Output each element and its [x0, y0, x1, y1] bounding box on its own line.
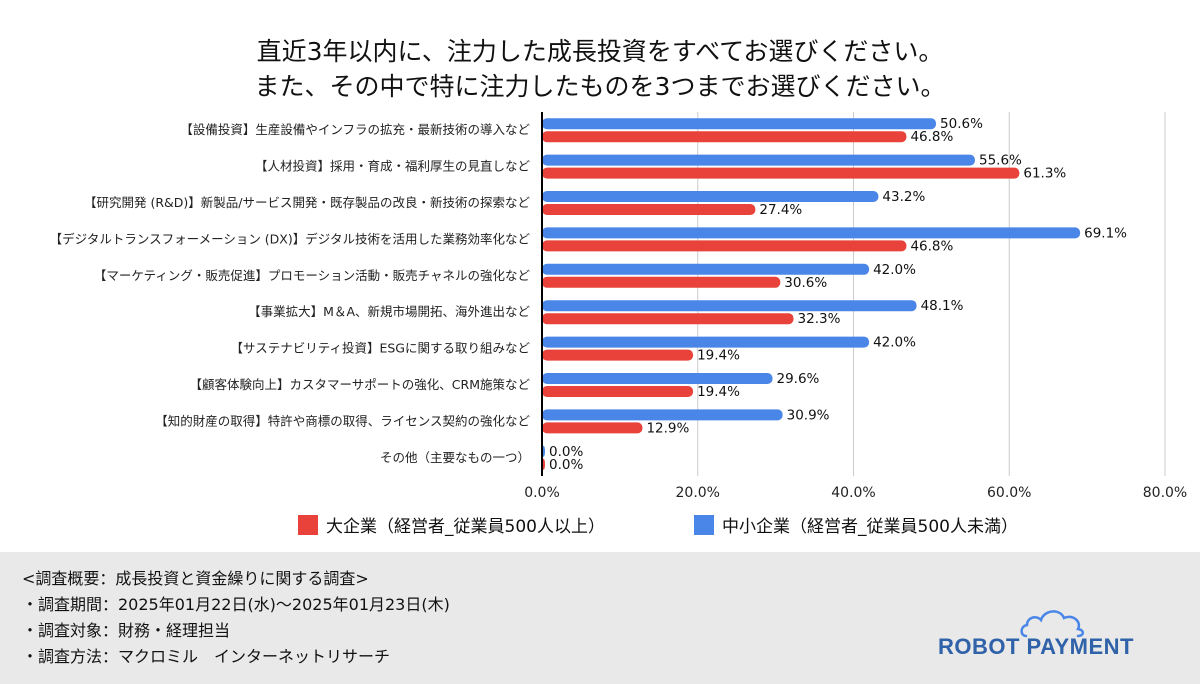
data-label: 55.6%	[979, 153, 1022, 169]
category-label: その他（主要なもの一つ）	[380, 450, 530, 465]
x-tick-label: 20.0%	[676, 485, 720, 501]
bar-large-company	[542, 422, 643, 434]
cloud-icon	[1020, 610, 1085, 638]
legend-swatch-small	[694, 514, 714, 535]
bar-large-company	[542, 276, 781, 288]
data-label: 0.0%	[549, 444, 583, 460]
bar-small-company	[542, 118, 937, 130]
data-label: 61.3%	[1023, 166, 1066, 182]
legend-label-large: 大企業（経営者_従業員500人以上）	[326, 517, 605, 537]
bar-chart: 0.0% 20.0% 40.0% 60.0% 80.0% 【設備投資】生産設備やインフラの…	[50, 112, 1187, 501]
x-tick-label: 80.0%	[1143, 485, 1187, 501]
title-line-1: 直近3年以内に、注力した成長投資をすべてお選びください。	[256, 37, 944, 66]
data-label: 46.8%	[910, 238, 953, 254]
category-label: 【設備投資】生産設備やインフラの拡充・最新技術の導入など	[180, 122, 530, 137]
data-label: 30.6%	[784, 275, 827, 291]
bar-small-company	[542, 191, 879, 202]
category-label: 【事業拡大】M＆A、新規市場開拓、海外進出など	[248, 304, 530, 319]
data-label: 27.4%	[759, 202, 802, 218]
legend-item-small: 中小企業（経営者_従業員500人未満）	[694, 512, 1018, 537]
data-label: 19.4%	[697, 348, 740, 364]
logo-text: ROBOT PAYMENT	[938, 634, 1134, 659]
category-label: 【人材投資】採用・育成・福利厚生の見直しなど	[255, 159, 531, 174]
survey-details: <調査概要：成長投資と資金繰りに関する調査> ・調査期間：2025年01月22日…	[22, 566, 450, 670]
data-label: 46.8%	[910, 129, 953, 145]
bar-small-company	[542, 336, 870, 348]
bar-large-company	[542, 167, 1020, 179]
x-tick-label: 0.0%	[524, 485, 560, 501]
data-label: 0.0%	[549, 457, 583, 473]
title-line-2: また、その中で特に注力したものを3つまでお選びください。	[254, 72, 946, 101]
data-label: 42.0%	[873, 262, 916, 278]
data-label: 19.4%	[697, 384, 740, 400]
bar-small-company	[542, 409, 783, 421]
data-label: 69.1%	[1084, 225, 1127, 241]
chart-title: 直近3年以内に、注力した成長投資をすべてお選びください。 また、その中で特に注力…	[0, 34, 1200, 104]
category-label: 【知的財産の取得】特許や商標の取得、ライセンス契約の強化など	[155, 413, 530, 428]
bar-small-company	[542, 300, 917, 312]
category-label: 【顧客体験向上】カスタマーサポートの強化、CRM施策など	[190, 377, 531, 392]
x-tick-label: 60.0%	[987, 485, 1031, 501]
bar-small-company	[542, 154, 975, 166]
x-tick-label: 40.0%	[831, 485, 875, 501]
category-label: 【サステナビリティ投資】ESGに関する取り組みなど	[230, 341, 530, 356]
survey-method: ・調査方法：マクロミル インターネットリサーチ	[22, 647, 391, 666]
bar-large-company	[542, 204, 756, 215]
survey-period: ・調査期間：2025年01月22日(水)〜2025年01月23日(木)	[22, 595, 450, 614]
data-label: 48.1%	[921, 298, 964, 314]
bar-large-company	[542, 313, 794, 325]
category-label: 【デジタルトランスフォーメーション (DX)】デジタル技術を活用した業務効率化な…	[50, 231, 531, 246]
survey-footer: <調査概要：成長投資と資金繰りに関する調査> ・調査期間：2025年01月22日…	[0, 552, 1200, 684]
category-label: 【研究開発 (R&D)】新製品/サービス開発・既存製品の改良・新技術の探索など	[84, 195, 530, 210]
data-label: 29.6%	[777, 371, 820, 387]
data-label: 43.2%	[882, 189, 925, 205]
data-label: 30.9%	[787, 407, 830, 423]
bar-large-company	[542, 240, 907, 252]
data-label: 50.6%	[940, 116, 983, 132]
data-label: 12.9%	[646, 420, 689, 436]
bar-small-company	[542, 373, 773, 384]
category-label: 【マーケティング・販売促進】プロモーション活動・販売チャネルの強化など	[94, 268, 531, 283]
data-label: 32.3%	[798, 311, 841, 327]
bar-large-company	[542, 386, 694, 397]
survey-overview: <調査概要：成長投資と資金繰りに関する調査>	[22, 569, 369, 588]
bar-large-company	[542, 349, 694, 361]
data-label: 42.0%	[873, 335, 916, 351]
legend-label-small: 中小企業（経営者_従業員500人未満）	[722, 517, 1018, 537]
robot-payment-logo: ROBOT PAYMENT	[938, 604, 1158, 664]
bar-small-company	[542, 263, 870, 275]
legend-item-large: 大企業（経営者_従業員500人以上）	[298, 512, 605, 537]
chart-legend: 大企業（経営者_従業員500人以上） 中小企業（経営者_従業員500人未満）	[0, 512, 1200, 542]
bar-small-company	[542, 227, 1081, 239]
survey-target: ・調査対象：財務・経理担当	[22, 621, 231, 640]
bar-large-company	[542, 131, 907, 143]
legend-swatch-large	[298, 514, 318, 535]
